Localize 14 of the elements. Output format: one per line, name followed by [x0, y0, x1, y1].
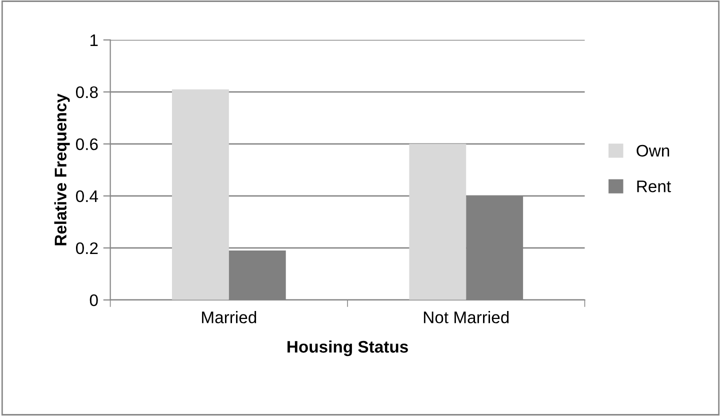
y-axis-title: Relative Frequency: [54, 94, 70, 246]
legend-label: Rent: [637, 180, 671, 192]
bar: [172, 89, 229, 300]
y-tick-label: 0.2: [76, 242, 98, 254]
y-tick-label: 0: [90, 294, 98, 306]
y-tick-label: 1: [90, 34, 98, 46]
y-tick-label: 0.8: [76, 86, 98, 98]
x-tick-label: Married: [202, 311, 256, 324]
x-tick-label: Not Married: [424, 311, 509, 324]
bar: [409, 144, 466, 300]
x-axis-title: Housing Status: [288, 340, 408, 356]
y-tick-label: 0.4: [76, 190, 98, 202]
y-tick-label: 0.6: [76, 138, 98, 150]
legend-label: Own: [636, 144, 670, 157]
